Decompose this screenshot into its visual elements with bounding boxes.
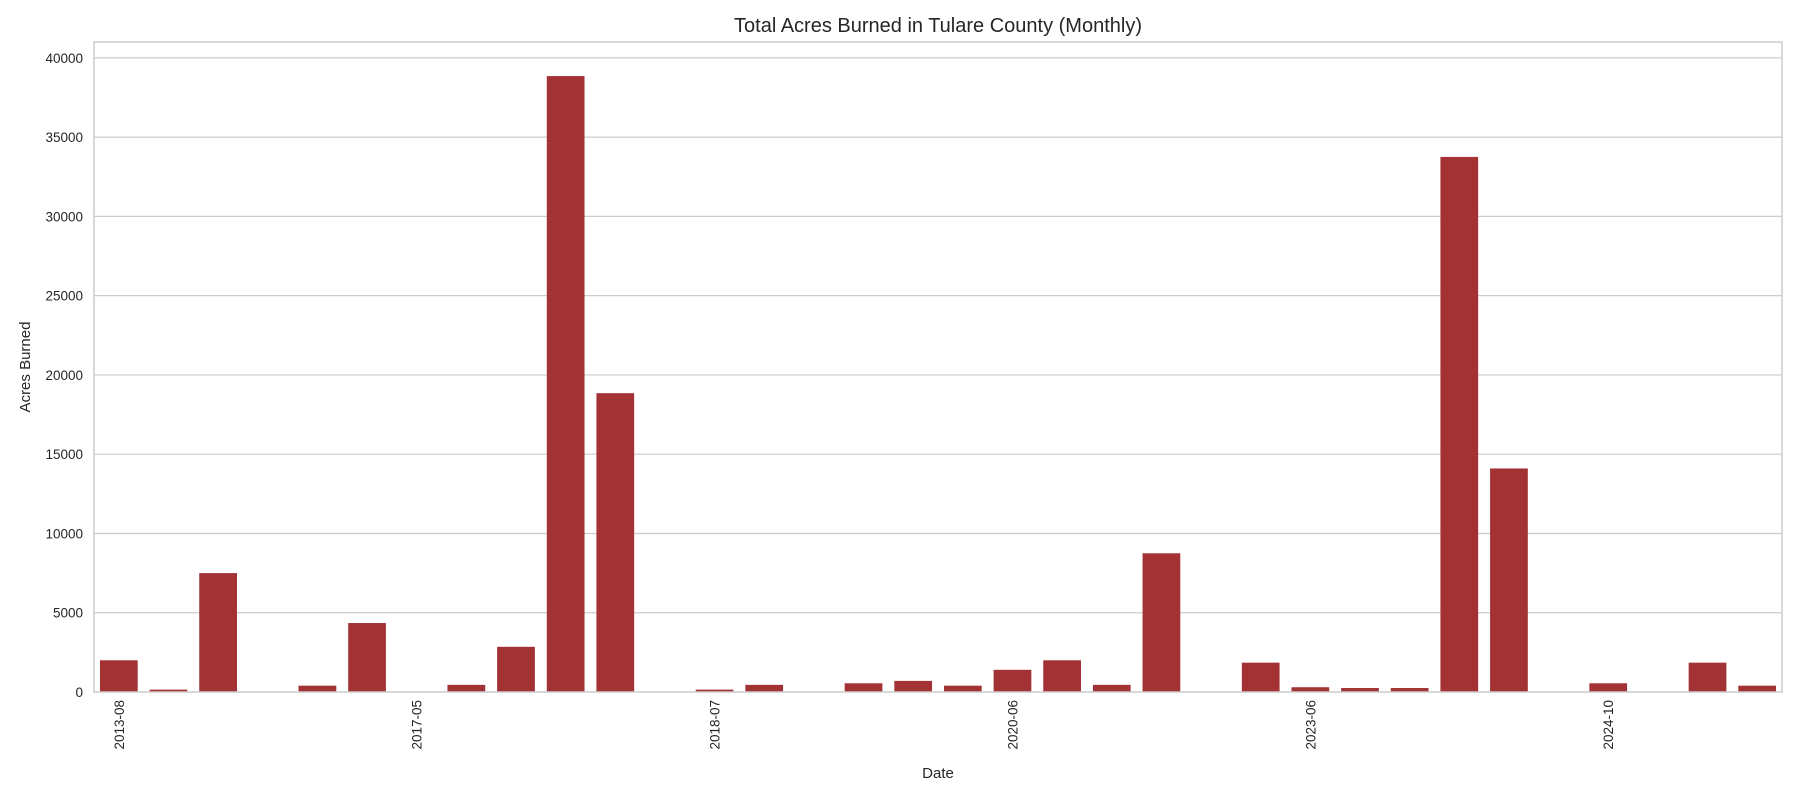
y-tick-label: 10000 [45, 526, 83, 541]
bar [844, 683, 883, 692]
y-tick-label: 5000 [53, 606, 83, 621]
bar [1440, 156, 1479, 692]
bars [99, 76, 1777, 692]
bar [695, 689, 734, 692]
y-tick-label: 0 [75, 685, 83, 700]
x-tick-label: 2018-07 [708, 700, 723, 750]
x-tick-label: 2013-08 [112, 700, 127, 750]
bar [1390, 688, 1429, 692]
bar [1043, 660, 1081, 692]
bar [497, 646, 535, 692]
y-axis-ticks: 0 5000 10000 15000 20000 25000 30000 35000 40000 [45, 51, 83, 700]
chart-title: Total Acres Burned in Tulare County (Mon… [734, 15, 1142, 37]
bar [1092, 684, 1131, 692]
bar [943, 685, 982, 692]
bar [348, 623, 386, 692]
bar [298, 685, 337, 692]
x-tick-label: 2023-06 [1303, 700, 1318, 750]
bar [1589, 683, 1628, 692]
bar [894, 680, 933, 692]
plot-frame [93, 41, 1783, 693]
y-tick-label: 40000 [45, 51, 83, 66]
bar [199, 573, 237, 692]
bar [99, 660, 138, 692]
grid-lines [94, 57, 1782, 614]
bar [1142, 553, 1181, 692]
bar [1241, 662, 1280, 692]
y-tick-label: 25000 [45, 289, 83, 304]
y-tick-label: 35000 [45, 130, 83, 145]
bar [745, 684, 784, 692]
bar [1341, 688, 1379, 692]
bar [1291, 687, 1330, 692]
bar [447, 684, 486, 692]
bar [993, 669, 1032, 692]
x-axis-ticks: 2013-08 2017-05 2018-07 2020-06 2023-06 2024-… [112, 700, 1616, 750]
bar [149, 689, 188, 692]
x-axis-label: Date [922, 765, 954, 782]
x-tick-label: 2017-05 [410, 700, 425, 750]
bar [596, 393, 635, 692]
x-tick-label: 2024-10 [1601, 700, 1616, 750]
bar [1490, 468, 1528, 692]
bar [1738, 685, 1777, 692]
x-tick-label: 2020-06 [1005, 700, 1020, 750]
bar [1688, 662, 1727, 692]
y-tick-label: 30000 [45, 209, 83, 224]
y-tick-label: 15000 [45, 447, 83, 462]
y-tick-label: 20000 [45, 368, 83, 383]
y-axis-label: Acres Burned [17, 322, 34, 413]
bar [546, 76, 585, 692]
